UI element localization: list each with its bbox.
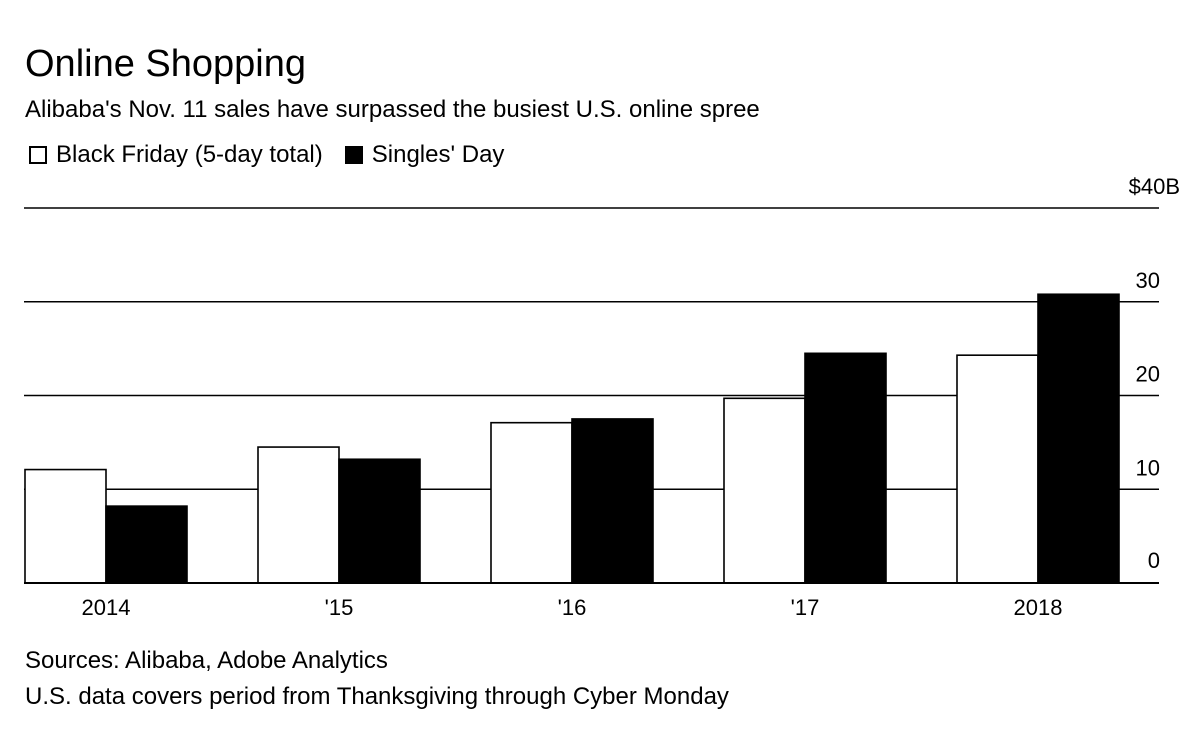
bar-singles-day-2018 [1037,293,1120,584]
y-tick-label-20: 20 [1136,362,1160,387]
legend-swatch-black-friday [29,146,47,164]
x-tick-label-16: '16 [558,595,587,620]
chart-sources: Sources: Alibaba, Adobe Analytics [25,647,388,674]
x-tick-label-2018: 2018 [1014,595,1063,620]
legend-label-black-friday: Black Friday (5-day total) [56,141,323,168]
chart-title: Online Shopping [25,43,306,85]
bar-singles-day-16 [571,418,654,584]
bar-black-friday-5-day-total-17 [723,397,806,584]
y-tick-label-40: $40B [1129,174,1180,199]
bar-chart: 2014 '15 '16 '17 2018 0 10 20 30 $40B [24,174,1180,620]
bar-singles-day-15 [338,458,421,584]
x-tick-label-2014: 2014 [82,595,131,620]
legend-label-singles-day: Singles' Day [371,141,505,168]
legend-item-black-friday: Black Friday (5-day total) [29,140,323,170]
legend-item-singles-day: Singles' Day [344,140,505,170]
bar-singles-day-17 [804,352,887,584]
chart-subtitle: Alibaba's Nov. 11 sales have surpassed t… [25,96,760,123]
legend-swatch-singles-day [344,146,363,164]
bar-black-friday-5-day-total-16 [490,421,573,584]
y-tick-label-0: 0 [1148,548,1160,573]
x-tick-label-15: '15 [325,595,354,620]
bar-black-friday-5-day-total-15 [257,446,340,584]
bar-black-friday-5-day-total-2018 [956,354,1039,584]
bar-black-friday-5-day-total-2014 [24,468,107,584]
y-tick-label-30: 30 [1136,268,1160,293]
y-tick-label-10: 10 [1136,455,1160,480]
legend: Black Friday (5-day total) Singles' Day [29,140,526,170]
bar-singles-day-2014 [105,505,188,584]
x-tick-label-17: '17 [791,595,820,620]
chart-note: U.S. data covers period from Thanksgivin… [25,683,729,710]
